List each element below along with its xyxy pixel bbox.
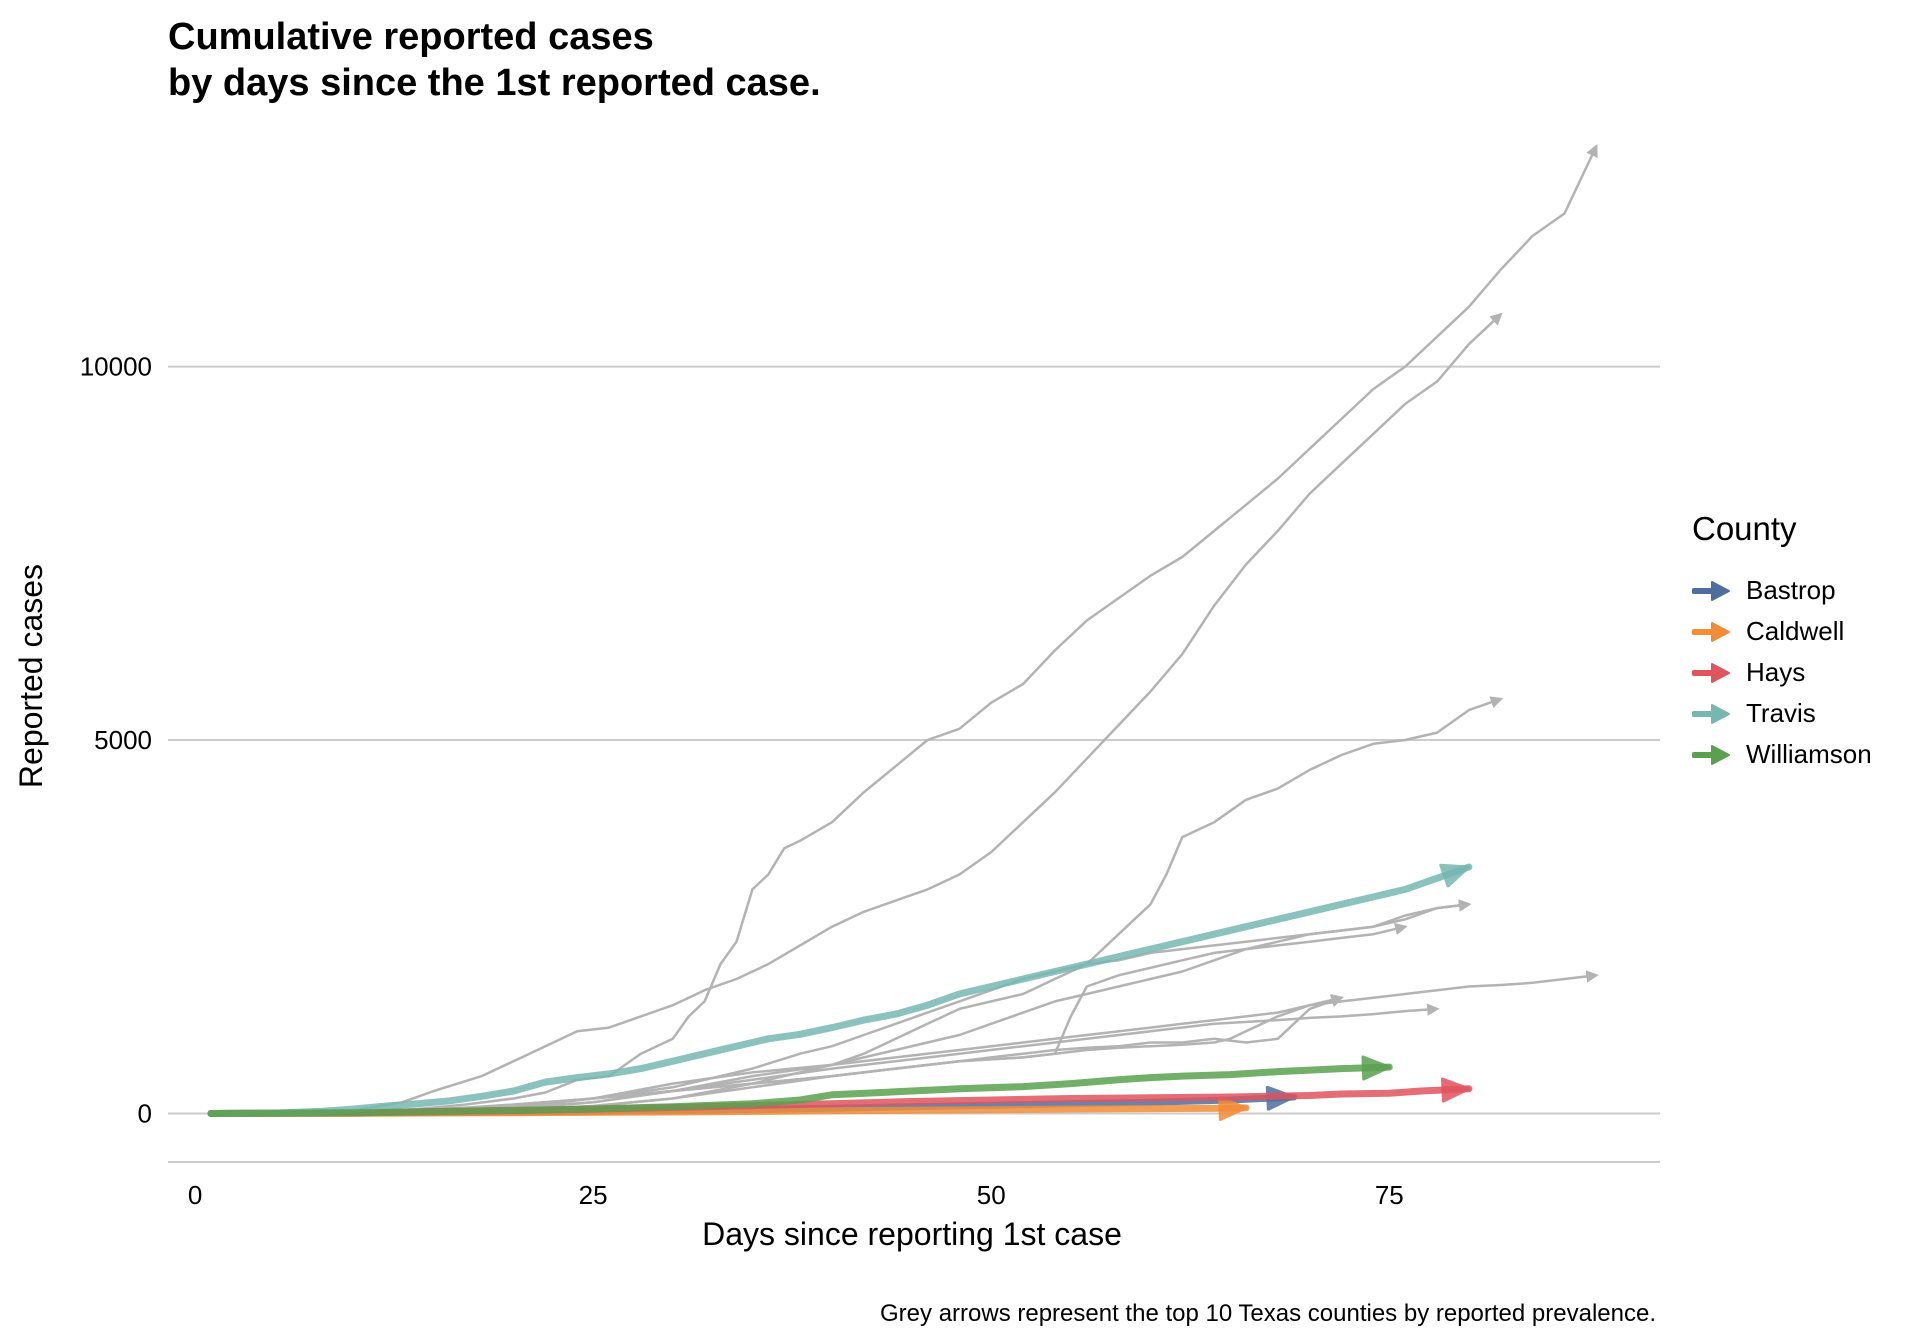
legend-arrow-icon (1692, 580, 1730, 601)
y-tick-label-0: 0 (138, 1098, 152, 1128)
chart-title: Cumulative reported cases by days since … (168, 14, 821, 106)
legend-item-williamson: Williamson (1692, 734, 1872, 775)
series-line-williamson (207, 1063, 1393, 1117)
legend-title: County (1692, 510, 1797, 547)
background-county-line-5 (210, 970, 1599, 1115)
series-arrowhead-caldwell (1218, 1095, 1248, 1121)
background-county-line-6 (210, 1003, 1440, 1115)
series-arrowhead-williamson (1361, 1055, 1391, 1081)
x-tick-label-0: 0 (188, 1180, 202, 1210)
background-county-line-2 (210, 696, 1504, 1115)
chart-title-line-2: by days since the 1st reported case. (168, 62, 821, 104)
x-tick-label-2: 50 (977, 1180, 1006, 1210)
legend-item-bastrop: Bastrop (1692, 570, 1872, 611)
x-tick-label-1: 25 (579, 1180, 608, 1210)
legend-arrow-icon (1692, 703, 1730, 724)
legend-label-travis: Travis (1746, 698, 1816, 728)
background-county-line-9 (210, 922, 1408, 1115)
legend-item-travis: Travis (1692, 693, 1872, 734)
legend-label-hays: Hays (1746, 657, 1806, 687)
legend-arrow-icon (1692, 744, 1730, 765)
chart-caption: Grey arrows represent the top 10 Texas c… (880, 1300, 1656, 1327)
series-arrowhead-travis (1439, 863, 1471, 888)
series-line-travis (207, 863, 1473, 1117)
y-tick-label-1: 5000 (94, 725, 152, 755)
legend-label-williamson: Williamson (1746, 739, 1872, 769)
legend-arrow-icon (1692, 662, 1730, 683)
background-county-line-0 (210, 312, 1503, 1115)
axes: 0 5000 10000 0 25 50 75 (80, 352, 1660, 1210)
legend-items: Bastrop Caldwell Hays Travis Williamson (1692, 570, 1872, 775)
chart-title-line-1: Cumulative reported cases (168, 16, 654, 58)
legend-item-hays: Hays (1692, 652, 1872, 693)
x-tick-label-3: 75 (1375, 1180, 1404, 1210)
y-tick-label-2: 10000 (80, 352, 152, 382)
gridlines (168, 365, 1660, 1115)
y-axis-label: Reported cases (13, 564, 49, 788)
background-series (210, 144, 1599, 1115)
county-series (207, 863, 1473, 1121)
legend-label-bastrop: Bastrop (1746, 575, 1836, 605)
legend: County Bastrop Caldwell Hays Travis Will… (1692, 510, 1872, 775)
legend-item-caldwell: Caldwell (1692, 611, 1872, 652)
background-county-line-3 (210, 899, 1472, 1115)
legend-label-caldwell: Caldwell (1746, 616, 1845, 646)
background-county-line-1 (210, 144, 1598, 1115)
series-arrowhead-hays (1440, 1077, 1471, 1103)
background-county-line-4 (210, 899, 1472, 1115)
background-county-line-7 (210, 995, 1344, 1115)
legend-arrow-icon (1692, 621, 1730, 642)
x-axis-label: Days since reporting 1st case (702, 1216, 1122, 1252)
